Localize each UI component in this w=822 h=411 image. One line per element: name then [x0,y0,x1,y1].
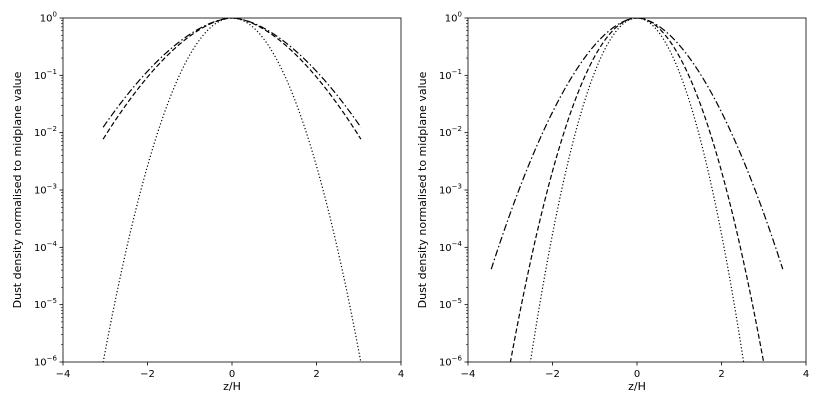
y-tick-label: 10−3 [439,183,462,197]
series-dotted-curve [102,18,362,362]
series-dotted-curve [529,18,745,362]
series-dashed-curve [102,18,362,140]
y-tick-label: 10−5 [439,297,462,311]
x-tick-label: 2 [313,369,319,380]
x-axis-label: z/H [628,380,646,393]
y-tick-label: 10−4 [34,240,58,254]
x-tick-label: −4 [461,369,476,380]
x-tick-label: −4 [56,369,71,380]
x-tick-label: −2 [140,369,155,380]
x-tick-label: −2 [545,369,560,380]
y-tick-label: 10−6 [439,355,463,369]
y-tick-label: 10−6 [34,355,58,369]
x-tick-label: 4 [398,369,404,380]
x-tick-label: 0 [634,369,640,380]
x-axis-label: z/H [223,380,241,393]
x-tick-label: 2 [718,369,724,380]
y-tick-label: 10−2 [34,125,57,139]
y-tick-label: 10−1 [34,68,57,82]
y-tick-label: 100 [445,11,462,25]
y-tick-label: 10−2 [439,125,462,139]
series-dashdot-curve [102,18,362,128]
y-tick-label: 100 [40,11,57,25]
y-axis-label: Dust density normalised to midplane valu… [416,71,429,308]
x-tick-label: 4 [803,369,809,380]
series-dashed-curve [509,18,765,362]
y-tick-label: 10−1 [439,68,462,82]
y-tick-label: 10−3 [34,183,57,197]
series-dashdot-curve [490,18,784,270]
y-tick-label: 10−4 [439,240,463,254]
y-tick-label: 10−5 [34,297,57,311]
y-axis-label: Dust density normalised to midplane valu… [11,71,24,308]
x-tick-label: 0 [229,369,235,380]
